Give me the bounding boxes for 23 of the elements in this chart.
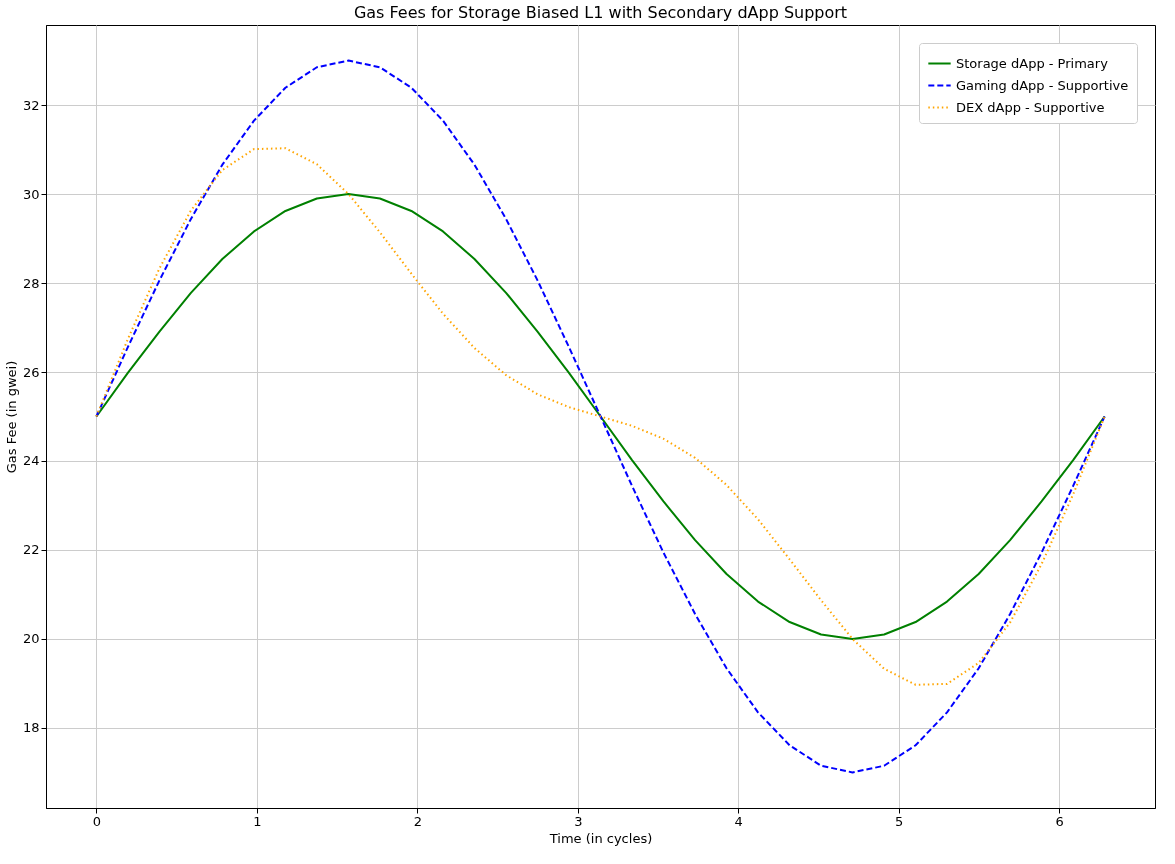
x-axis-title: Time (in cycles) xyxy=(548,830,653,846)
x-tick-label: 2 xyxy=(413,813,422,829)
y-tick-label: 24 xyxy=(22,453,40,469)
y-tick-label: 26 xyxy=(22,364,40,380)
legend-label: DEX dApp - Supportive xyxy=(956,99,1105,115)
legend-label: Storage dApp - Primary xyxy=(956,55,1109,71)
x-tick-label: 3 xyxy=(574,813,583,829)
y-tick-label: 28 xyxy=(22,275,40,291)
x-tick-label: 1 xyxy=(253,813,262,829)
line-series xyxy=(95,147,1106,686)
x-tick-label: 4 xyxy=(734,813,743,829)
y-axis-title: Gas Fee (in gwei) xyxy=(3,360,19,474)
legend-label: Gaming dApp - Supportive xyxy=(956,77,1129,93)
y-tick-label: 20 xyxy=(22,631,40,647)
y-tick-label: 32 xyxy=(22,97,40,113)
x-tick-label: 6 xyxy=(1055,813,1064,829)
x-tick-label: 0 xyxy=(92,813,102,829)
y-tick-label: 22 xyxy=(22,542,40,558)
chart-title: Gas Fees for Storage Biased L1 with Secondary dApp Support xyxy=(353,3,848,22)
x-tick-label: 5 xyxy=(895,813,904,829)
y-tick-label: 18 xyxy=(22,720,40,736)
y-tick-label: 30 xyxy=(22,186,40,202)
line-series xyxy=(95,193,1106,640)
